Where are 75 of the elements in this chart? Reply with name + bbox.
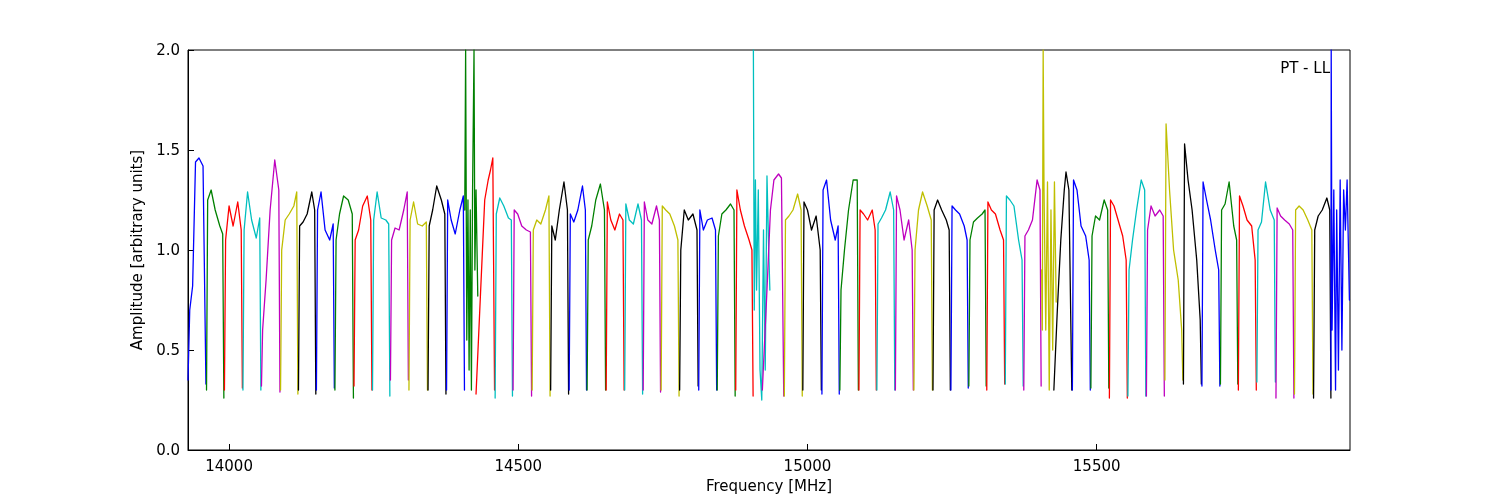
line-series (494, 197, 514, 399)
line-series (242, 191, 262, 391)
line-series (858, 209, 877, 391)
line-series (624, 203, 644, 395)
line-series (531, 195, 551, 397)
line-series (642, 201, 662, 393)
y-tick-label: 0.5 (156, 341, 180, 359)
y-tick-label: 1.5 (156, 141, 180, 159)
line-series (761, 173, 785, 397)
line-series (1145, 205, 1165, 397)
line-series (913, 191, 934, 391)
line-series (512, 209, 533, 397)
line-series (1108, 199, 1128, 399)
line-series (1053, 171, 1073, 391)
line-series (821, 179, 840, 395)
x-axis-title: Frequency [MHz] (705, 476, 833, 495)
line-series (279, 191, 299, 395)
line-series (1004, 195, 1024, 387)
line-series (660, 205, 680, 397)
line-series (1330, 49, 1351, 391)
line-series (716, 203, 736, 397)
line-series (1164, 123, 1184, 381)
line-series (353, 195, 373, 391)
line-series (427, 185, 447, 395)
line-series (445, 195, 466, 391)
y-tick-label: 2.0 (156, 41, 180, 59)
line-series (783, 193, 803, 397)
line-series (605, 201, 625, 391)
x-tick-label: 15500 (1072, 456, 1121, 475)
line-series (1182, 143, 1202, 385)
line-series (1071, 179, 1091, 391)
line-series (1256, 181, 1277, 383)
line-series (752, 49, 771, 401)
line-series (315, 191, 335, 391)
annotation: PT - LL (1280, 58, 1331, 77)
line-series (223, 201, 244, 391)
line-series (932, 199, 951, 391)
line-series (408, 201, 429, 391)
line-series (1090, 199, 1110, 389)
line-series (894, 195, 914, 391)
line-series (1023, 179, 1042, 391)
x-tick-label: 15000 (783, 456, 832, 475)
line-series (802, 201, 822, 391)
line-series (1275, 207, 1295, 399)
y-axis-title: Amplitude [arbitrary units] (127, 149, 146, 351)
line-series (1293, 205, 1314, 395)
line-series (297, 191, 317, 395)
line-series (568, 185, 588, 391)
line-series (586, 183, 607, 391)
line-series (950, 205, 969, 391)
line-series (464, 49, 479, 391)
line-series (876, 191, 896, 391)
line-series (371, 191, 391, 397)
line-series (735, 189, 754, 397)
line-series (389, 191, 410, 381)
line-series (334, 195, 355, 399)
line-series (475, 157, 496, 395)
x-tick-label: 14500 (494, 456, 543, 475)
line-series (1127, 179, 1147, 397)
line-series (698, 209, 718, 391)
line-series (968, 209, 987, 387)
line-series (1219, 181, 1239, 385)
line-series (205, 189, 225, 399)
line-series (1201, 181, 1221, 387)
x-tick-label: 14000 (205, 456, 253, 475)
y-tick-label: 0.0 (156, 441, 180, 459)
line-series (839, 179, 860, 391)
y-tick-label: 1.0 (156, 241, 180, 259)
line-series (187, 157, 207, 385)
line-series (1041, 49, 1057, 391)
line-series (678, 209, 699, 391)
line-series (986, 201, 1006, 391)
line-series (550, 181, 570, 395)
line-series (260, 159, 281, 393)
line-series (1237, 195, 1257, 391)
